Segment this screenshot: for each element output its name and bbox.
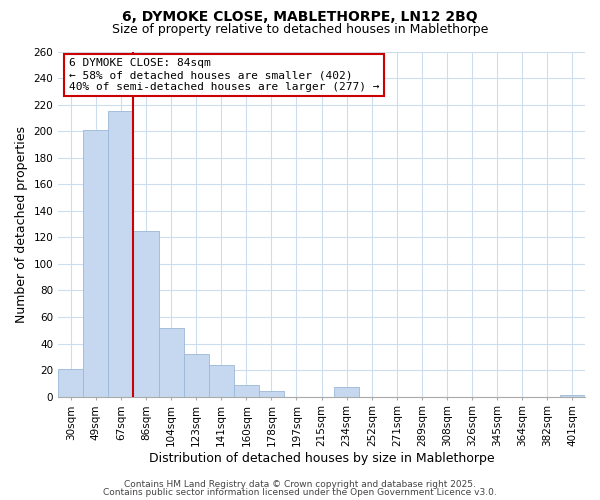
Text: 6, DYMOKE CLOSE, MABLETHORPE, LN12 2BQ: 6, DYMOKE CLOSE, MABLETHORPE, LN12 2BQ <box>122 10 478 24</box>
Bar <box>109 111 133 397</box>
Text: 6 DYMOKE CLOSE: 84sqm
← 58% of detached houses are smaller (402)
40% of semi-det: 6 DYMOKE CLOSE: 84sqm ← 58% of detached … <box>69 58 379 92</box>
Bar <box>158 328 184 396</box>
Bar <box>259 392 284 396</box>
Y-axis label: Number of detached properties: Number of detached properties <box>15 126 28 322</box>
Bar <box>334 388 359 396</box>
Bar <box>133 230 158 396</box>
Bar <box>58 369 83 396</box>
Bar <box>209 365 234 396</box>
Bar <box>184 354 209 397</box>
Bar <box>83 130 109 396</box>
Text: Contains public sector information licensed under the Open Government Licence v3: Contains public sector information licen… <box>103 488 497 497</box>
Text: Contains HM Land Registry data © Crown copyright and database right 2025.: Contains HM Land Registry data © Crown c… <box>124 480 476 489</box>
X-axis label: Distribution of detached houses by size in Mablethorpe: Distribution of detached houses by size … <box>149 452 494 465</box>
Text: Size of property relative to detached houses in Mablethorpe: Size of property relative to detached ho… <box>112 22 488 36</box>
Bar <box>234 384 259 396</box>
